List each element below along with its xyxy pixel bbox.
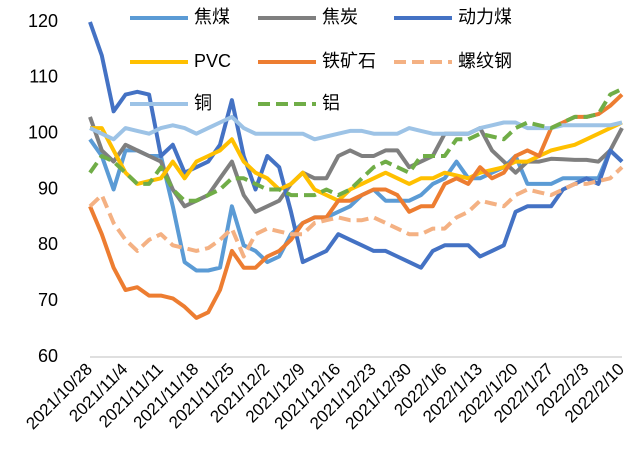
series-line (89, 114, 623, 142)
legend-label: 铜 (194, 93, 212, 113)
y-tick-label: 110 (29, 67, 58, 87)
series-line (88, 116, 624, 214)
y-tick-label: 100 (28, 122, 58, 142)
y-tick-label: 90 (38, 178, 58, 198)
legend-label: 动力煤 (458, 7, 512, 27)
y-tick-label: 120 (28, 11, 58, 31)
legend-label: 铁矿石 (322, 51, 376, 71)
legend-label: 铝 (322, 93, 340, 113)
series-line (88, 165, 624, 259)
y-tick-label: 70 (38, 290, 58, 310)
y-tick-label: 80 (38, 234, 58, 254)
series-line (88, 87, 623, 203)
series-line (88, 21, 624, 270)
legend-label: PVC (194, 51, 231, 71)
legend-label: 焦煤 (194, 7, 230, 27)
series-line (88, 93, 624, 320)
series-line (90, 120, 623, 203)
series-line (88, 138, 624, 273)
y-tick-label: 60 (38, 346, 58, 366)
legend-label: 焦炭 (322, 7, 358, 27)
legend-label: 螺纹钢 (458, 51, 512, 71)
